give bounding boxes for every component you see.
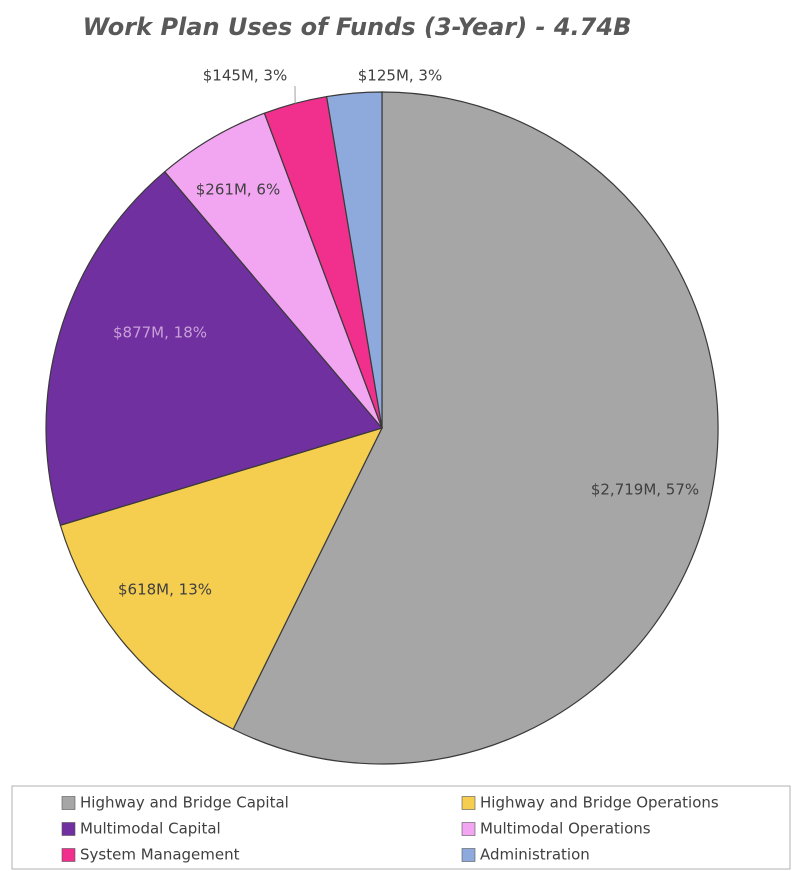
data-label: $2,719M, 57% (591, 481, 699, 499)
pie-slice (59, 427, 384, 731)
chart-title: Work Plan Uses of Funds (3-Year) - 4.74B (83, 13, 632, 41)
legend-label: System Management (80, 846, 240, 864)
legend-label: Multimodal Operations (480, 820, 651, 838)
legend-swatch (61, 796, 76, 810)
data-label: $877M, 18% (113, 324, 207, 342)
legend-box (11, 785, 791, 870)
legend-label: Administration (480, 846, 590, 864)
data-label: $145M, 3% (203, 67, 287, 85)
legend-swatch (61, 822, 76, 836)
pie-slice (325, 91, 383, 429)
legend-label: Multimodal Capital (80, 820, 221, 838)
legend-label: Highway and Bridge Capital (80, 794, 289, 812)
data-label: $125M, 3% (358, 67, 442, 85)
data-label: $261M, 6% (196, 181, 280, 199)
legend-swatch (461, 822, 476, 836)
pie-slice (45, 170, 384, 526)
legend-label: Highway and Bridge Operations (480, 794, 719, 812)
pie-slice (232, 91, 719, 765)
data-label: $618M, 13% (118, 581, 212, 599)
legend-swatch (461, 848, 476, 862)
legend-swatch (61, 848, 76, 862)
legend-swatch (461, 796, 476, 810)
